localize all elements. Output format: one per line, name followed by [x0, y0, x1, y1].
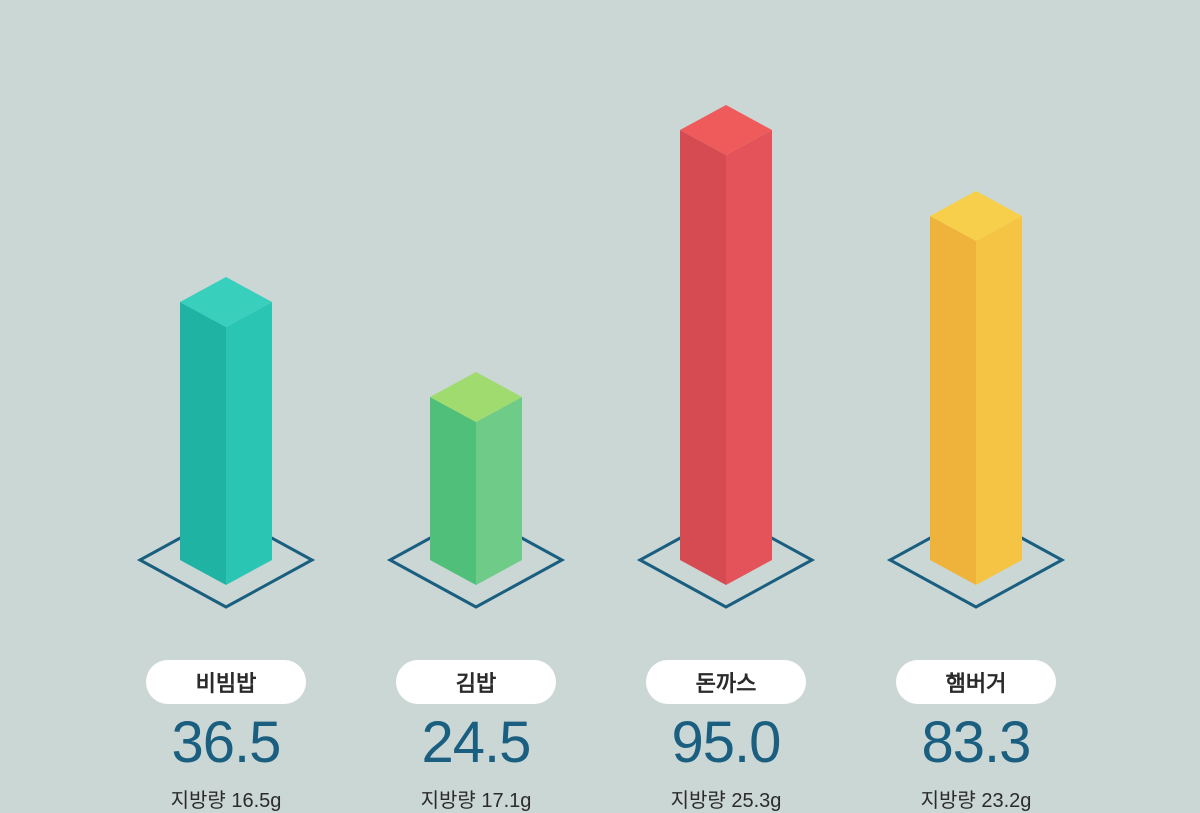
bar-right-face [976, 216, 1022, 585]
bar-value: 24.5 [422, 714, 531, 772]
bar-right-face [476, 397, 522, 585]
bar-label: 햄버거 [896, 660, 1056, 704]
bar-svg-0 [130, 267, 322, 642]
bar-0: 비빔밥 36.5 지방량 16.5g [130, 267, 322, 813]
bar-value: 83.3 [922, 714, 1031, 772]
bar-left-face [430, 397, 476, 585]
bar-left-face [180, 302, 226, 585]
bar-right-face [726, 130, 772, 585]
bar-value: 36.5 [172, 714, 281, 772]
bar-subvalue: 지방량 23.2g [921, 784, 1032, 813]
bar-label: 돈까스 [646, 660, 806, 704]
bar-subvalue: 지방량 16.5g [171, 784, 282, 813]
bar-left-face [680, 130, 726, 585]
bar-value: 95.0 [672, 714, 781, 772]
bar-label: 김밥 [396, 660, 556, 704]
bar-right-face [226, 302, 272, 585]
bar-label: 비빔밥 [146, 660, 306, 704]
bar-3: 햄버거 83.3 지방량 23.2g [880, 181, 1072, 813]
bar-2: 돈까스 95.0 지방량 25.3g [630, 95, 822, 813]
bar-subvalue: 지방량 17.1g [421, 784, 532, 813]
bar-1: 김밥 24.5 지방량 17.1g [380, 362, 572, 813]
bar-svg-3 [880, 181, 1072, 642]
bar-svg-1 [380, 362, 572, 642]
bar-left-face [930, 216, 976, 585]
bar-subvalue: 지방량 25.3g [671, 784, 782, 813]
bar-chart: 비빔밥36.5지방량 16.5g 김밥24.5지방량 17.1g 돈까스95.0… [0, 0, 1200, 800]
bar-svg-2 [630, 95, 822, 642]
